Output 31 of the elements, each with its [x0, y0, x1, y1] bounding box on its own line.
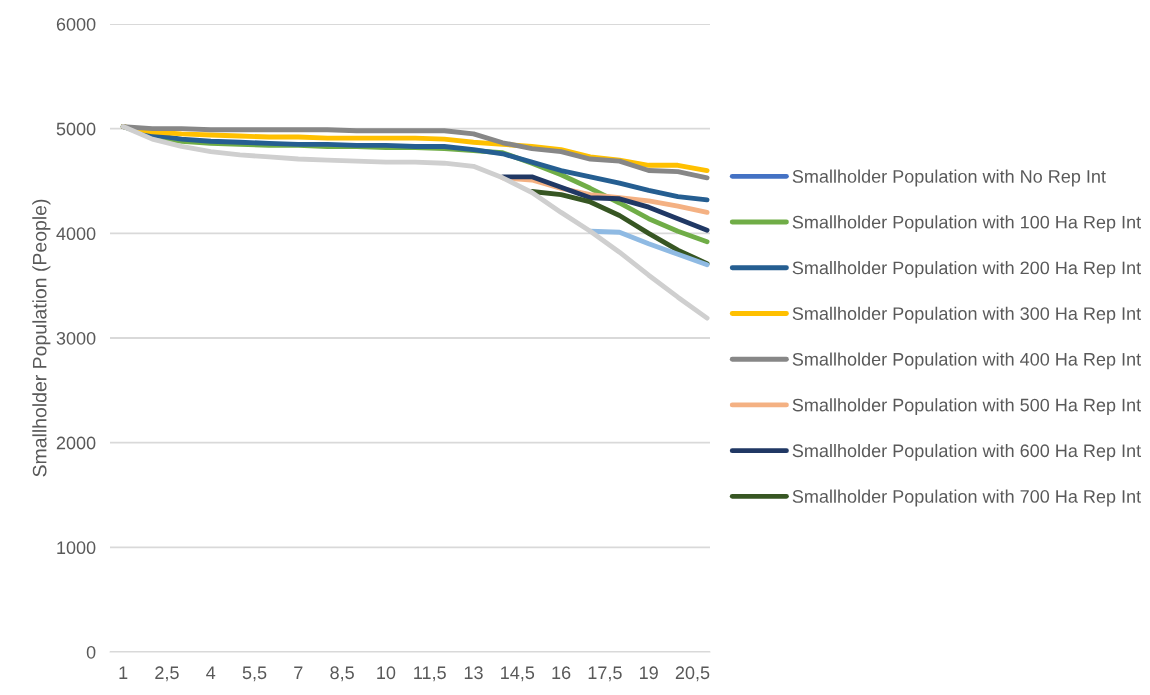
x-tick-label: 4 [206, 666, 216, 679]
y-tick-label: 6000 [56, 17, 96, 31]
y-tick-label: 1000 [57, 541, 96, 555]
y-tick-label: 5000 [56, 122, 96, 136]
legend-label: Smallholder Population with 400 Ha Rep Int [792, 352, 1141, 370]
x-tick-label: 5,5 [242, 666, 267, 682]
x-tick-label: 17,5 [588, 666, 622, 682]
y-axis-title: Smallholder Population (People) [32, 199, 51, 477]
legend-label: Smallholder Population with 200 Ha Rep Int [792, 261, 1141, 278]
legend-label: Smallholder Population with 300 Ha Rep Int [792, 306, 1141, 324]
x-tick-label: 7 [294, 666, 303, 679]
y-tick-label: 2000 [56, 436, 96, 450]
legend-label: Smallholder Population with 600 Ha Rep Int [792, 443, 1141, 461]
x-tick-label: 10 [377, 666, 396, 680]
y-tick-label: 0 [86, 645, 96, 659]
x-tick-label: 1 [119, 666, 128, 679]
x-tick-label: 19 [640, 666, 658, 680]
x-tick-label: 16 [552, 666, 571, 680]
x-tick-label: 8,5 [330, 666, 354, 682]
y-tick-label: 4000 [56, 227, 96, 241]
x-tick-label: 11,5 [414, 666, 446, 682]
legend-label: Smallholder Population with 700 Ha Rep Int [792, 489, 1141, 507]
x-tick-label: 14,5 [501, 666, 535, 682]
x-tick-label: 20,5 [675, 666, 710, 682]
line-series [500, 174, 710, 233]
x-tick-label: 13 [464, 666, 483, 680]
legend-label: Smallholder Population with No Rep Int [792, 169, 1106, 187]
legend-label: Smallholder Population with 100 Ha Rep Int [792, 215, 1141, 233]
y-tick-label: 3000 [56, 331, 96, 345]
x-tick-label: 2,5 [155, 666, 179, 682]
legend-label: Smallholder Population with 500 Ha Rep Int [792, 398, 1141, 415]
